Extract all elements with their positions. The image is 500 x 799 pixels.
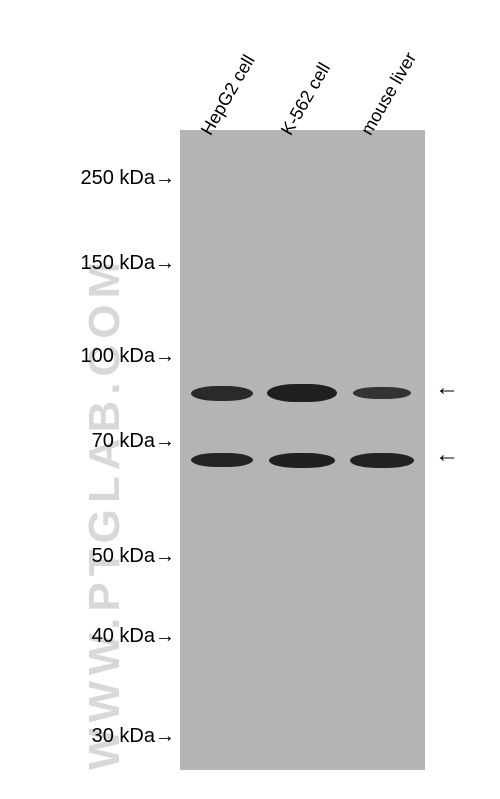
membrane-region xyxy=(180,130,425,770)
mw-marker: 50 kDa→ xyxy=(92,545,175,568)
mw-marker: 40 kDa→ xyxy=(92,625,175,648)
mw-marker: 70 kDa→ xyxy=(92,430,175,453)
mw-marker: 100 kDa→ xyxy=(81,345,176,368)
watermark-text: WWW.PTGLAB.COM xyxy=(80,256,130,770)
blot-figure: WWW.PTGLAB.COM HepG2 cell K-562 cell mou… xyxy=(0,0,500,799)
mw-marker: 150 kDa→ xyxy=(81,252,176,275)
blot-band xyxy=(350,453,414,468)
band-arrow-icon: ← xyxy=(435,376,459,400)
blot-band xyxy=(267,384,337,402)
lane-label: mouse liver xyxy=(357,49,421,139)
blot-band xyxy=(191,386,253,401)
lane-label: HepG2 cell xyxy=(197,51,260,139)
mw-marker: 30 kDa→ xyxy=(92,725,175,748)
blot-band xyxy=(191,453,253,467)
band-arrow-icon: ← xyxy=(435,443,459,467)
blot-band xyxy=(269,453,335,468)
lane-label: K-562 cell xyxy=(277,59,335,139)
blot-band xyxy=(353,387,411,399)
mw-marker: 250 kDa→ xyxy=(81,167,176,190)
